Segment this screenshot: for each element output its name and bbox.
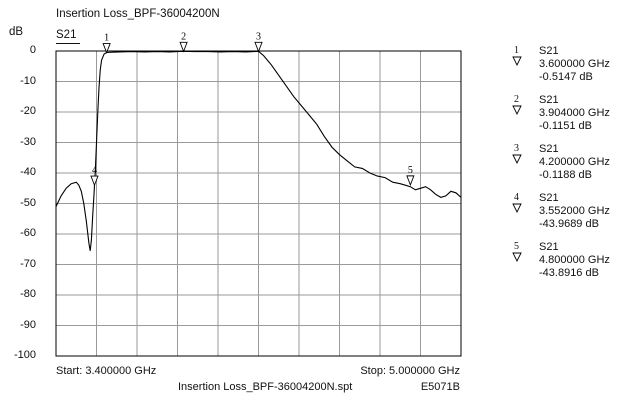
y-tick-label: -70 (20, 257, 36, 270)
marker-1-triangle (102, 43, 111, 54)
marker-number: 4 (514, 192, 519, 203)
marker-trace: S21 (539, 94, 559, 106)
y-tick-label: -30 (20, 135, 36, 148)
marker-triangle-icon (512, 203, 522, 213)
chart-title: Insertion Loss_BPF-36004200N (56, 8, 220, 20)
marker-readout-3: 3 S21 4.200000 GHz -0.1188 dB (510, 143, 618, 191)
marker-triangle-icon (512, 105, 522, 115)
marker-5-label: 5 (408, 165, 413, 176)
marker-number: 2 (514, 94, 519, 105)
marker-frequency: 3.552000 GHz (539, 205, 610, 217)
marker-readout-4: 4 S21 3.552000 GHz -43.9689 dB (510, 192, 618, 240)
marker-4-triangle (90, 175, 99, 187)
marker-3-triangle (254, 41, 263, 53)
y-tick-label: -50 (20, 196, 36, 209)
y-tick-label: -40 (20, 166, 36, 178)
marker-value: -0.5147 dB (539, 71, 593, 83)
stop-frequency-label: Stop: 5.000000 GHz (360, 365, 460, 377)
marker-2-label: 2 (181, 31, 186, 42)
y-axis-unit: dB (9, 26, 24, 38)
marker-frequency: 4.200000 GHz (539, 156, 610, 168)
marker-trace: S21 (539, 192, 559, 204)
marker-readout-2: 2 S21 3.904000 GHz -0.1151 dB (510, 94, 618, 142)
trace-name: S21 (56, 29, 77, 41)
start-frequency-label: Start: 3.400000 GHz (56, 365, 157, 377)
marker-value: -43.9689 dB (539, 218, 599, 230)
trace-underline (56, 43, 80, 44)
marker-value: -0.1188 dB (539, 169, 593, 181)
y-tick-label: -60 (20, 227, 36, 239)
marker-trace: S21 (539, 241, 559, 253)
marker-triangle-icon (512, 56, 522, 66)
y-tick-label: -80 (20, 288, 36, 300)
y-tick-label: -20 (20, 105, 36, 117)
marker-value: -43.8916 dB (539, 267, 599, 279)
marker-value: -0.1151 dB (539, 120, 593, 132)
marker-readout-1: 1 S21 3.600000 GHz -0.5147 dB (510, 45, 618, 93)
y-tick-label: -100 (13, 349, 36, 361)
marker-number: 3 (514, 143, 519, 154)
marker-number: 1 (514, 45, 519, 56)
marker-3-label: 3 (256, 31, 261, 42)
marker-4-label: 4 (92, 165, 97, 176)
marker-trace: S21 (539, 143, 559, 155)
marker-readout-5: 5 S21 4.800000 GHz -43.8916 dB (510, 241, 618, 289)
y-tick-label: -90 (20, 318, 36, 331)
file-name-label: Insertion Loss_BPF-36004200N.spt (178, 381, 353, 393)
marker-trace: S21 (539, 45, 559, 57)
marker-frequency: 4.800000 GHz (539, 254, 610, 266)
marker-number: 5 (514, 241, 519, 252)
marker-frequency: 3.600000 GHz (539, 58, 610, 70)
y-tick-label: -10 (20, 74, 36, 87)
marker-5-triangle (406, 175, 415, 187)
instrument-model-label: E5071B (420, 381, 460, 393)
s21-trace (55, 50, 462, 251)
y-tick-label: 0 (29, 44, 36, 56)
marker-triangle-icon (512, 252, 522, 262)
marker-frequency: 3.904000 GHz (539, 107, 610, 119)
marker-triangle-icon (512, 154, 522, 164)
marker-1-label: 1 (104, 33, 109, 44)
marker-2-triangle (179, 41, 188, 53)
